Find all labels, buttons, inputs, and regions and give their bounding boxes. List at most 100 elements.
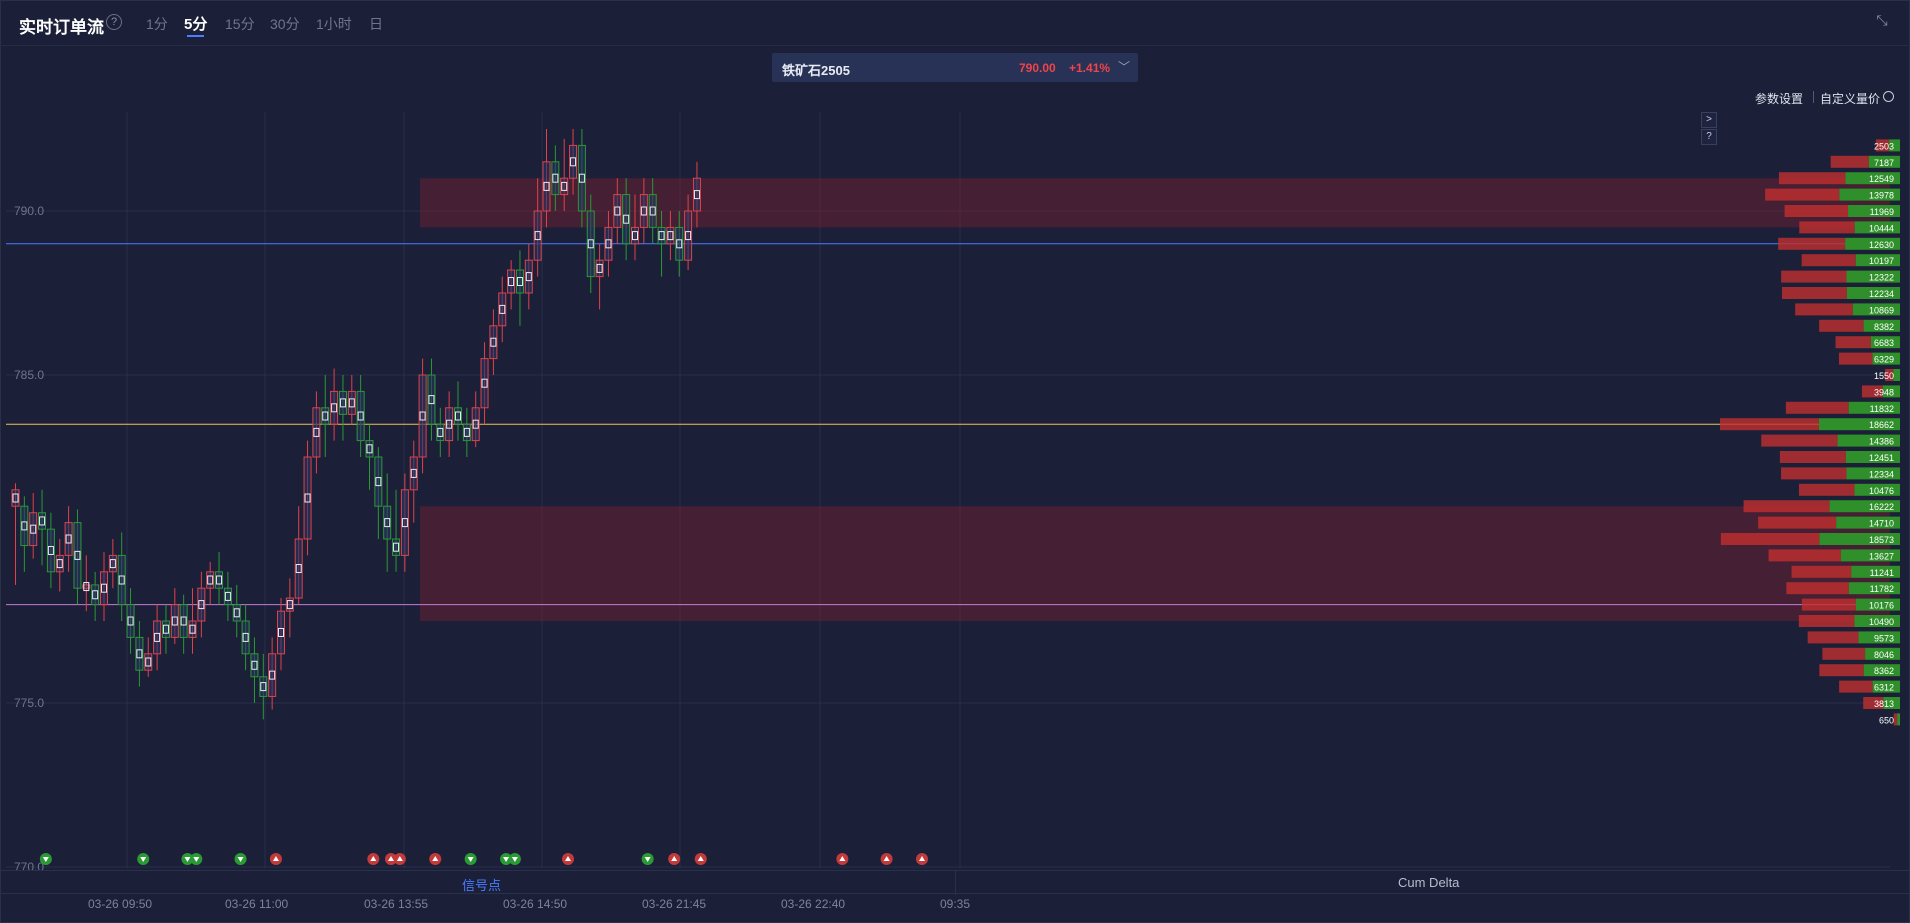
candle-poc-box bbox=[455, 411, 461, 421]
profile-sell-bar bbox=[1779, 451, 1846, 463]
candle-body bbox=[188, 620, 197, 638]
tab-timeframe-5m[interactable]: 5分 bbox=[184, 16, 208, 33]
page-title: 实时订单流 bbox=[19, 18, 104, 37]
candle-poc-box bbox=[224, 591, 231, 601]
expand-button[interactable]: > bbox=[1701, 112, 1717, 128]
top-bar: 实时订单流 ? 1分 5分 15分 30分 1小时 日 ⤡ bbox=[0, 0, 1910, 46]
candle-body bbox=[144, 653, 153, 671]
candle-body bbox=[462, 423, 471, 442]
candle-poc-box bbox=[74, 550, 81, 560]
profile-sell-bar bbox=[1885, 369, 1894, 381]
candle-body bbox=[82, 584, 91, 589]
candle-poc-box bbox=[251, 660, 258, 670]
profile-sell-bar bbox=[1778, 172, 1846, 185]
tab-cum-delta[interactable]: Cum Delta bbox=[1398, 875, 1460, 890]
profile-buy-bar bbox=[1837, 434, 1900, 447]
candle-poc-box bbox=[30, 524, 37, 534]
profile-buy-bar bbox=[1829, 500, 1900, 513]
tab-timeframe-1h[interactable]: 1小时 bbox=[316, 16, 352, 32]
tab-timeframe-1m[interactable]: 1分 bbox=[146, 16, 168, 32]
symbol-selector[interactable]: 铁矿石2505 790.00 +1.41% ﹀ bbox=[772, 53, 1138, 82]
candle-body bbox=[285, 597, 294, 612]
signal-arrow-icon bbox=[396, 856, 403, 861]
candle-body bbox=[622, 194, 631, 245]
collapse-icon[interactable]: ⤡ bbox=[1876, 12, 1888, 28]
candle-poc-box bbox=[490, 337, 497, 347]
candle-poc-box bbox=[561, 181, 568, 191]
candle-poc-box bbox=[348, 398, 355, 408]
candle-body bbox=[560, 177, 569, 196]
profile-volume-label: 6329 bbox=[1874, 355, 1894, 365]
tab-timeframe-15m[interactable]: 15分 bbox=[225, 16, 255, 32]
candle-poc-box bbox=[508, 277, 515, 287]
candle-poc-box bbox=[233, 608, 240, 618]
candle-body bbox=[100, 571, 108, 606]
link-divider bbox=[1813, 91, 1814, 103]
tab-timeframe-30m[interactable]: 30分 bbox=[270, 16, 300, 32]
profile-volume-label: 12451 bbox=[1869, 453, 1894, 463]
profile-sell-bar bbox=[1781, 287, 1847, 299]
candle-body bbox=[268, 653, 277, 697]
candle-body bbox=[179, 604, 188, 638]
gear-icon[interactable] bbox=[1883, 91, 1894, 102]
candle-poc-box bbox=[384, 518, 391, 528]
candle-body bbox=[197, 587, 206, 622]
signal-arrow-icon bbox=[193, 857, 200, 862]
profile-buy-bar bbox=[1854, 615, 1900, 627]
candle-poc-box bbox=[242, 632, 249, 642]
profile-volume-label: 12630 bbox=[1869, 240, 1894, 250]
profile-sell-bar bbox=[1863, 697, 1884, 709]
candle-body bbox=[338, 390, 347, 415]
profile-sell-bar bbox=[1781, 270, 1847, 283]
custom-price-link[interactable]: 自定义量价 bbox=[1820, 92, 1881, 106]
signal-arrow-icon bbox=[697, 856, 704, 861]
candle-body bbox=[666, 226, 675, 245]
x-tick-label: 03-26 14:50 bbox=[503, 897, 568, 911]
profile-buy-bar bbox=[1851, 565, 1900, 578]
candle-poc-box bbox=[401, 518, 408, 528]
candle-poc-box bbox=[578, 173, 585, 183]
candle-poc-box bbox=[366, 444, 373, 454]
candle-poc-box bbox=[47, 545, 54, 555]
profile-sell-bar bbox=[1768, 549, 1841, 562]
candle-body bbox=[73, 522, 82, 589]
profile-buy-bar bbox=[1839, 188, 1900, 201]
candle-poc-box bbox=[419, 411, 426, 421]
candle-body bbox=[569, 144, 578, 179]
chart-help-button[interactable]: ? bbox=[1701, 129, 1717, 145]
tab-signal[interactable]: 信号点 bbox=[462, 878, 502, 893]
candle-body bbox=[409, 456, 418, 491]
help-icon[interactable]: ? bbox=[106, 14, 122, 30]
profile-buy-bar bbox=[1854, 221, 1900, 234]
candle-poc-box bbox=[481, 378, 488, 388]
candle-body bbox=[223, 587, 232, 606]
candle-body bbox=[515, 269, 524, 294]
candle-body bbox=[91, 584, 100, 606]
candle-body bbox=[294, 538, 303, 599]
profile-sell-bar bbox=[1778, 237, 1846, 250]
profile-volume-label: 8046 bbox=[1874, 650, 1894, 660]
candle-body bbox=[436, 423, 445, 442]
candle-body bbox=[418, 374, 427, 458]
candle-poc-box bbox=[570, 157, 577, 167]
candle-body bbox=[533, 210, 542, 261]
candle-poc-box bbox=[304, 493, 311, 503]
candle-body bbox=[153, 620, 162, 655]
candle-poc-box bbox=[92, 590, 99, 600]
profile-sell-bar bbox=[1781, 467, 1847, 480]
candle-poc-box bbox=[437, 427, 444, 437]
tab-timeframe-day[interactable]: 日 bbox=[369, 16, 383, 32]
params-settings-link[interactable]: 参数设置 bbox=[1755, 92, 1804, 106]
candle-body bbox=[648, 194, 657, 228]
candle-poc-box bbox=[534, 231, 541, 241]
candle-body bbox=[108, 554, 117, 573]
profile-buy-bar bbox=[1840, 549, 1900, 562]
profile-volume-label: 10176 bbox=[1869, 601, 1894, 611]
candle-poc-box bbox=[640, 206, 647, 216]
profile-buy-bar bbox=[1872, 680, 1900, 693]
candle-poc-box bbox=[331, 403, 338, 413]
candle-poc-box bbox=[189, 624, 196, 634]
signal-arrow-icon bbox=[42, 857, 49, 862]
